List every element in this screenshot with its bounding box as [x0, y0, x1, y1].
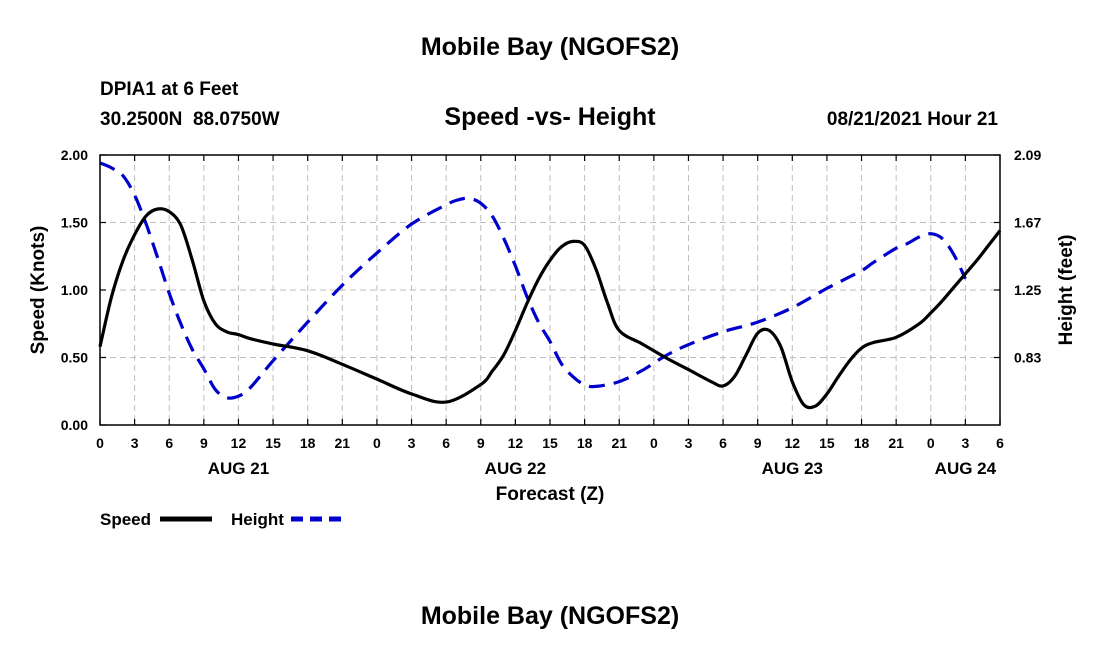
top-title: Mobile Bay (NGOFS2) — [421, 33, 679, 61]
y2-tick-label: 0.83 — [1014, 350, 1041, 366]
x-tick-label: 3 — [408, 435, 416, 451]
x-tick-label: 0 — [96, 435, 104, 451]
x-tick-label: 9 — [754, 435, 762, 451]
x-day-label: AUG 21 — [208, 459, 269, 478]
y-tick-label: 1.50 — [61, 215, 88, 231]
x-tick-label: 18 — [577, 435, 593, 451]
x-tick-label: 15 — [819, 435, 835, 451]
y-tick-label: 1.00 — [61, 282, 88, 298]
x-tick-label: 0 — [650, 435, 658, 451]
legend-height-label: Height — [231, 510, 284, 529]
x-day-label: AUG 23 — [762, 459, 823, 478]
x-tick-label: 18 — [854, 435, 870, 451]
x-tick-label: 6 — [442, 435, 450, 451]
x-tick-label: 6 — [165, 435, 173, 451]
x-day-label: AUG 22 — [485, 459, 546, 478]
bottom-title: Mobile Bay (NGOFS2) — [421, 602, 679, 630]
grid-lines — [100, 155, 1000, 425]
legend-speed-label: Speed — [100, 510, 151, 529]
x-tick-label: 6 — [719, 435, 727, 451]
x-tick-label: 3 — [961, 435, 969, 451]
x-axis: 0 3 6 9 12 15 18 21 0 3 6 9 12 15 18 21 0 3 6 9 12 15 18 21 0 3 6 A… — [96, 155, 1004, 478]
y-tick-label: 0.00 — [61, 417, 88, 433]
y-axis-left: 0.00 0.50 1.00 1.50 2.00 — [61, 147, 106, 433]
legend: Speed Height — [100, 510, 343, 529]
x-tick-label: 21 — [335, 435, 351, 451]
x-tick-label: 9 — [200, 435, 208, 451]
y2-tick-label: 1.25 — [1014, 282, 1041, 298]
x-tick-label: 12 — [231, 435, 247, 451]
x-tick-label: 3 — [685, 435, 693, 451]
x-tick-label: 12 — [508, 435, 524, 451]
y-tick-label: 2.00 — [61, 147, 88, 163]
y2-tick-label: 2.09 — [1014, 147, 1041, 163]
x-day-label: AUG 24 — [935, 459, 997, 478]
y-tick-label: 0.50 — [61, 350, 88, 366]
x-tick-label: 18 — [300, 435, 316, 451]
x-tick-label: 12 — [785, 435, 801, 451]
forecast-datetime: 08/21/2021 Hour 21 — [827, 109, 999, 130]
x-axis-label: Forecast (Z) — [496, 484, 605, 505]
y2-tick-label: 1.67 — [1014, 215, 1041, 231]
x-tick-label: 15 — [542, 435, 558, 451]
x-tick-label: 15 — [265, 435, 281, 451]
station-label: DPIA1 at 6 Feet — [100, 79, 239, 100]
x-tick-label: 21 — [611, 435, 627, 451]
chart-subtitle: Speed -vs- Height — [444, 103, 656, 131]
x-tick-label: 9 — [477, 435, 485, 451]
x-tick-label: 3 — [131, 435, 139, 451]
series-layer — [98, 161, 1002, 410]
y-axis-right: 0.83 1.25 1.67 2.09 — [994, 147, 1041, 366]
x-tick-label: 0 — [373, 435, 381, 451]
height-series-line — [99, 161, 967, 400]
x-tick-label: 0 — [927, 435, 935, 451]
y2-axis-label: Height (feet) — [1056, 235, 1077, 346]
y-axis-label: Speed (Knots) — [28, 226, 49, 355]
speed-series-line — [98, 207, 1002, 410]
x-tick-label: 21 — [888, 435, 904, 451]
x-tick-label: 6 — [996, 435, 1004, 451]
coordinates-label: 30.2500N 88.0750W — [100, 109, 280, 130]
